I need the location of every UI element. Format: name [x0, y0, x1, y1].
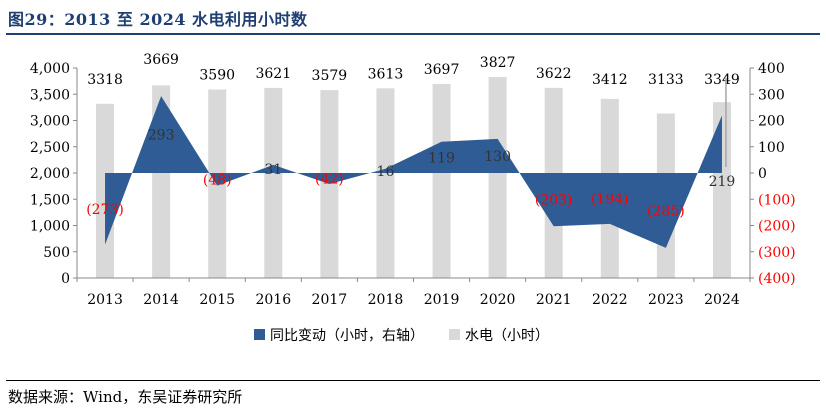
left-tick-label: 1,000 [30, 219, 70, 235]
right-tick-label: 200 [758, 114, 785, 130]
right-tick-label: 100 [758, 140, 785, 156]
yoy-value-label: 293 [148, 128, 175, 144]
x-tick-label: 2023 [648, 292, 684, 308]
x-tick-label: 2014 [143, 292, 179, 308]
left-tick-label: 0 [61, 271, 70, 287]
yoy-value-label: (42) [315, 172, 344, 188]
bar-value-label: 3697 [424, 62, 460, 78]
yoy-value-label: 219 [709, 174, 736, 190]
x-tick-label: 2020 [480, 292, 516, 308]
legend-swatch-yoy [254, 329, 265, 340]
yoy-value-label: (203) [535, 193, 573, 209]
left-tick-label: 2,000 [30, 166, 70, 182]
x-tick-label: 2021 [536, 292, 572, 308]
bar-value-label: 3349 [704, 72, 740, 88]
x-tick-label: 2024 [704, 292, 740, 308]
source-rule [6, 380, 820, 381]
left-tick-label: 4,000 [30, 61, 70, 77]
title-rule [6, 33, 820, 35]
x-tick-label: 2017 [312, 292, 348, 308]
yoy-value-label: (48) [203, 172, 232, 188]
x-tick-label: 2015 [199, 292, 235, 308]
bar-value-label: 3621 [255, 66, 291, 82]
left-tick-label: 1,500 [30, 192, 70, 208]
yoy-change-area [105, 96, 722, 248]
bar-2019 [432, 83, 451, 278]
yoy-value-label: (285) [647, 203, 685, 219]
bar-value-label: 3669 [143, 52, 179, 68]
bar-value-label: 3412 [592, 72, 628, 88]
yoy-value-label: (273) [86, 202, 124, 218]
right-tick-label: 400 [758, 61, 785, 77]
hydropower-hours-chart: 0 500 1,000 1,500 2,000 2,500 3,000 3,500 4,000 (… [30, 52, 796, 344]
yoy-value-label: (194) [591, 191, 629, 207]
bar-value-label: 3318 [87, 72, 123, 88]
bar-2018 [376, 88, 395, 278]
right-tick-label: 0 [758, 166, 767, 182]
bar-value-label: 3827 [480, 55, 516, 71]
chart-title: 图29：2013 至 2024 水电利用小时数 [8, 10, 308, 29]
legend-swatch-hydro [449, 329, 460, 340]
yoy-value-label: 16 [377, 164, 395, 180]
yoy-value-label: 119 [428, 150, 455, 166]
source-note: 数据来源：Wind，东吴证券研究所 [8, 388, 243, 406]
x-tick-label: 2016 [255, 292, 291, 308]
x-tick-label: 2022 [592, 292, 628, 308]
left-tick-label: 3,000 [30, 114, 70, 130]
bar-2016 [264, 87, 283, 279]
x-tick-label: 2018 [368, 292, 404, 308]
x-tick-label: 2013 [87, 292, 123, 308]
x-tick-label: 2019 [424, 292, 460, 308]
right-tick-label: (400) [758, 271, 796, 287]
right-tick-label: 300 [758, 87, 785, 103]
bar-2017 [320, 90, 339, 278]
legend-label-yoy: 同比变动（小时，右轴） [270, 328, 424, 344]
right-tick-label: (300) [758, 245, 796, 261]
yoy-value-label: 31 [264, 162, 282, 178]
right-tick-label: (100) [758, 192, 796, 208]
yoy-value-label: 130 [484, 149, 511, 165]
bar-value-label: 3133 [648, 72, 684, 88]
bar-value-label: 3622 [536, 66, 572, 82]
bar-2020 [488, 77, 507, 279]
right-tick-label: (200) [758, 219, 796, 235]
bar-value-label: 3590 [199, 68, 235, 84]
bar-value-label: 3579 [312, 68, 348, 84]
left-tick-label: 2,500 [30, 140, 70, 156]
left-tick-label: 3,500 [30, 87, 70, 103]
left-tick-label: 500 [43, 245, 70, 261]
legend-label-hydro: 水电（小时） [465, 328, 549, 344]
bar-value-label: 3613 [368, 66, 404, 82]
